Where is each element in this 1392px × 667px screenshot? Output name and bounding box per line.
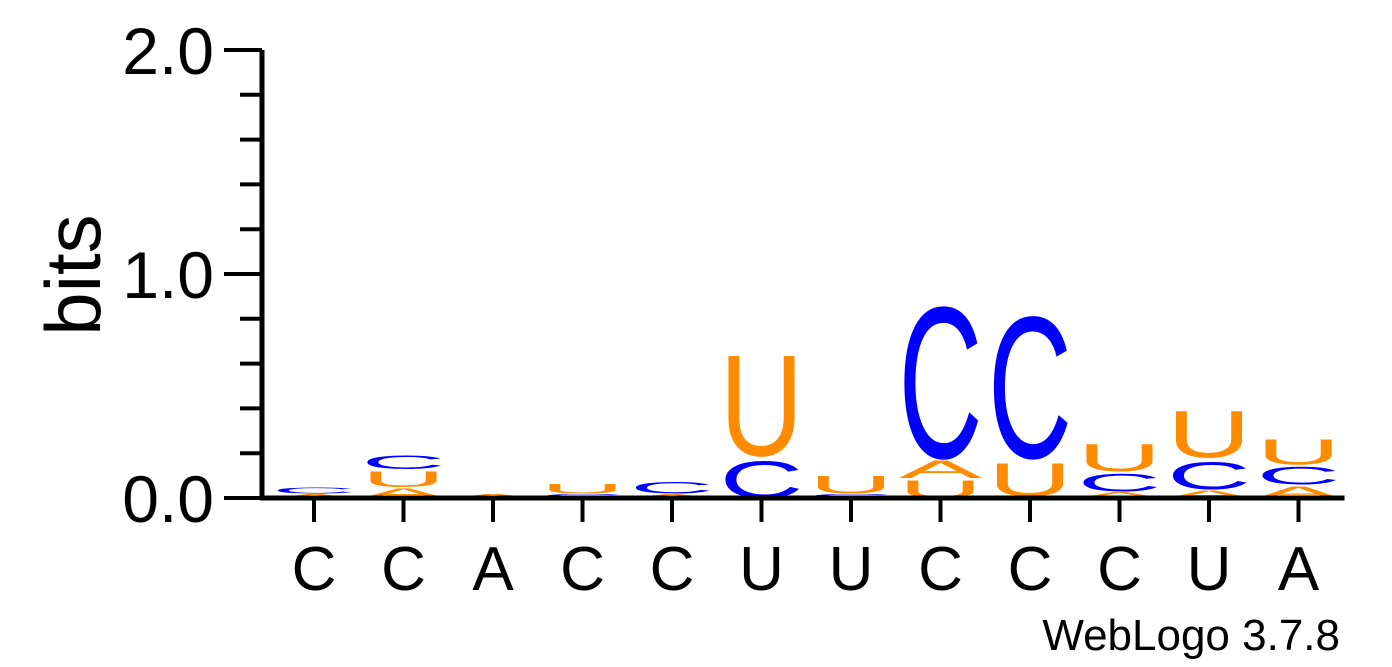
weblogo-credit: WebLogo 3.7.8 <box>1042 611 1340 660</box>
y-axis: 0.0 1.0 2.0 <box>122 14 262 536</box>
logo-letter-C: C <box>899 262 983 504</box>
y-tick-label: 0.0 <box>122 462 214 536</box>
logo-letter-U: U <box>809 471 893 499</box>
logo-letter-U: U <box>1257 432 1341 472</box>
logo-column: ACU <box>1077 436 1162 500</box>
x-tick-label: A <box>1278 535 1320 604</box>
logo-letter-stacks: ACAUCACUACCUCUUACAUCACUACUACU <box>272 262 1341 510</box>
logo-letter-C: C <box>630 478 714 497</box>
x-tick-label: U <box>829 535 874 604</box>
x-tick-label: U <box>1187 535 1232 604</box>
logo-column: ACU <box>1167 398 1252 500</box>
logo-letter-U: U <box>1167 398 1251 473</box>
logo-column: AUC <box>362 451 447 501</box>
logo-letter-C: C <box>988 275 1072 502</box>
x-tick-label: C <box>381 535 426 604</box>
y-tick-label: 2.0 <box>122 14 214 88</box>
x-tick-label: C <box>292 535 337 604</box>
x-tick-label: C <box>650 535 695 604</box>
x-tick-label: C <box>1008 535 1053 604</box>
logo-letter-C: C <box>362 451 446 473</box>
logo-letter-U: U <box>1077 436 1161 479</box>
logo-letter-U: U <box>720 324 804 486</box>
x-tick-label: A <box>472 535 514 604</box>
y-tick-label: 1.0 <box>122 238 214 312</box>
x-tick-label: C <box>918 535 963 604</box>
x-tick-label: C <box>560 535 605 604</box>
y-axis-label: bits <box>29 214 117 335</box>
logo-column: UAC <box>899 262 984 504</box>
logo-letter-U: U <box>540 481 624 497</box>
logo-column: CU <box>720 324 804 509</box>
logo-letter-C: C <box>272 486 356 495</box>
logo-column: CU <box>809 471 893 499</box>
logo-column: ACU <box>1257 432 1341 501</box>
x-tick-label: C <box>1097 535 1142 604</box>
x-tick-label: U <box>739 535 784 604</box>
logo-column: AUC <box>988 275 1072 506</box>
